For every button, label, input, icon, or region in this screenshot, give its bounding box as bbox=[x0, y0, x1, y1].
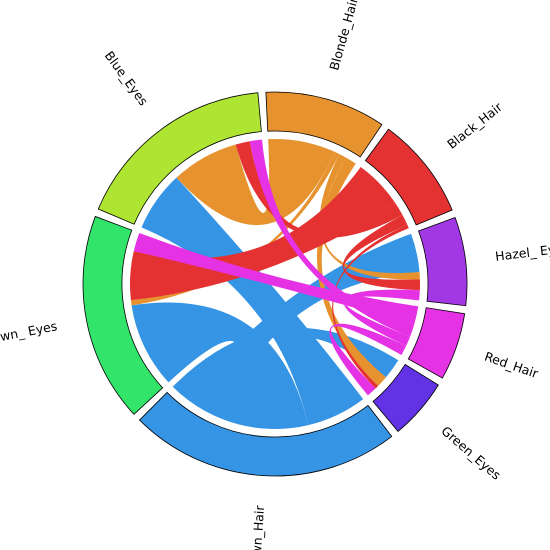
label-red-hair: Red_Hair bbox=[483, 349, 541, 382]
label-black-hair: Black_Hair bbox=[444, 99, 506, 152]
ribbon-brown-hair-to-brown-eyes bbox=[131, 302, 309, 429]
arc-brown-hair bbox=[138, 391, 393, 477]
arc-blonde-hair bbox=[265, 91, 383, 158]
group-arcs bbox=[82, 91, 468, 477]
label-hazel-eyes: Hazel_ Eyes bbox=[494, 240, 550, 264]
ribbon-black-hair-to-hazel-eyes bbox=[342, 214, 420, 291]
arc-red-hair bbox=[407, 307, 466, 379]
arc-blue-eyes bbox=[97, 92, 262, 225]
ribbon-red-hair-to-hazel-eyes bbox=[343, 289, 420, 346]
label-green-eyes: Green_Eyes bbox=[438, 423, 503, 483]
ribbon-brown-hair-to-green-eyes bbox=[172, 327, 399, 401]
label-brown-eyes: Brown_ Eyes bbox=[0, 318, 58, 348]
arc-green-eyes bbox=[372, 363, 439, 432]
chord-ribbons bbox=[130, 139, 420, 429]
arc-hazel-eyes bbox=[418, 216, 468, 307]
arc-black-hair bbox=[364, 128, 453, 226]
arc-brown-eyes bbox=[82, 215, 164, 415]
ribbon-black-hair-to-brown-eyes bbox=[130, 167, 395, 301]
label-blonde-hair: Blonde_Hair bbox=[326, 0, 361, 72]
label-blue-eyes: Blue_Eyes bbox=[102, 48, 151, 108]
ribbon-blonde-hair-to-blue-eyes bbox=[176, 139, 335, 226]
label-brown-hair: Brown_Hair bbox=[248, 504, 268, 550]
ribbon-red-hair-to-green-eyes bbox=[329, 323, 407, 396]
ribbon-brown-hair-to-blue-eyes bbox=[141, 177, 364, 426]
